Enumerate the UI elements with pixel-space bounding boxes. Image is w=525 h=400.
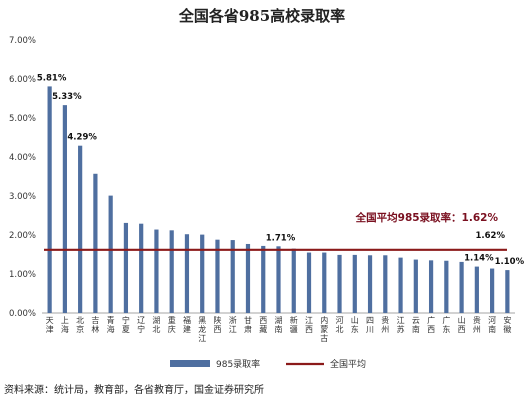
data-label: 5.81% (37, 73, 67, 83)
category-label: 北京 (76, 316, 84, 334)
bar (154, 229, 159, 313)
category-label: 广西 (427, 315, 435, 334)
bar (200, 234, 205, 313)
bar (490, 268, 495, 313)
category-label: 江苏 (397, 316, 405, 334)
average-line-group: 全国平均985录取率：1.62% 1.62% (44, 211, 507, 251)
category-label: 广东 (442, 315, 450, 334)
category-label: 湖北 (152, 316, 160, 334)
y-tick-label: 2.00% (9, 231, 36, 241)
category-label: 西藏 (259, 316, 267, 334)
average-note: 全国平均985录取率：1.62% (355, 211, 499, 224)
bar (245, 243, 251, 313)
bar (78, 145, 83, 313)
bars-group (47, 86, 510, 313)
bar (62, 105, 67, 313)
legend-bar-label: 985录取率 (216, 358, 260, 370)
legend: 985录取率 全国平均 (170, 358, 366, 370)
data-labels: 5.81% 5.33% 4.29% 1.71% 1.14% 1.10% (37, 73, 525, 267)
average-value-label: 1.62% (476, 231, 506, 241)
bar (398, 257, 403, 313)
legend-bar-swatch (170, 360, 210, 367)
chart-title: 全国各省985高校录取率 (178, 7, 345, 25)
bar (215, 239, 220, 313)
bar (291, 248, 296, 313)
bar (474, 266, 479, 313)
bar (184, 234, 190, 313)
category-label: 新疆 (290, 315, 298, 334)
data-label: 4.29% (67, 133, 97, 143)
category-label: 辽宁 (137, 316, 145, 334)
source-note: 资料来源：统计局，教育部，各省教育厅，国金证券研究所 (4, 383, 264, 396)
bar (337, 254, 342, 313)
bar (444, 260, 449, 313)
category-label: 吉林 (91, 316, 99, 334)
y-tick-label: 0.00% (9, 309, 36, 319)
y-tick-label: 5.00% (9, 114, 36, 124)
category-label: 四川 (366, 316, 374, 334)
bar (306, 252, 312, 313)
bar (230, 240, 235, 313)
category-label: 天津 (46, 316, 54, 334)
bar (139, 223, 144, 313)
bar (383, 255, 388, 313)
category-label: 青海 (107, 315, 115, 334)
category-label: 河北 (336, 315, 344, 334)
bar (47, 86, 52, 313)
category-label: 甘肃 (244, 315, 252, 334)
category-label: 黑龙江 (198, 316, 206, 343)
category-label: 重庆 (168, 315, 176, 334)
data-label: 5.33% (52, 92, 82, 102)
data-label: 1.10% (495, 257, 525, 267)
category-label: 河南 (488, 315, 496, 334)
bar (276, 246, 281, 313)
category-label: 宁夏 (122, 315, 130, 334)
legend-line-label: 全国平均 (330, 358, 366, 370)
bar (367, 255, 373, 313)
category-label: 内蒙古 (320, 315, 328, 343)
category-label: 上海 (61, 316, 69, 334)
y-tick-label: 7.00% (9, 36, 36, 46)
category-label: 安徽 (503, 315, 511, 334)
bar (505, 270, 510, 313)
bar (93, 173, 98, 313)
y-tick-label: 6.00% (9, 75, 36, 85)
category-label: 福建 (183, 316, 191, 334)
bar (322, 252, 327, 313)
bar (261, 245, 266, 313)
bar (123, 222, 129, 313)
category-label: 贵州 (473, 315, 481, 334)
category-labels: 天津上海北京吉林青海宁夏辽宁湖北重庆福建黑龙江陕西浙江甘肃西藏湖南新疆江西内蒙古… (46, 315, 512, 343)
bar (428, 260, 434, 313)
bar (459, 261, 464, 313)
data-label: 1.14% (464, 254, 494, 264)
bar (108, 195, 113, 313)
y-tick-label: 3.00% (9, 192, 36, 202)
bar (352, 254, 357, 313)
category-label: 江西 (305, 316, 313, 334)
category-label: 山东 (351, 315, 359, 334)
category-label: 山西 (458, 315, 466, 334)
bar (413, 259, 418, 313)
category-label: 湖南 (275, 316, 283, 334)
bar (169, 230, 174, 313)
y-tick-label: 4.00% (9, 153, 36, 163)
category-label: 云南 (412, 316, 420, 334)
category-label: 浙江 (229, 315, 237, 334)
data-label: 1.71% (266, 233, 296, 243)
category-label: 陕西 (213, 315, 221, 334)
category-label: 贵州 (381, 315, 389, 334)
y-tick-label: 1.00% (9, 270, 36, 280)
